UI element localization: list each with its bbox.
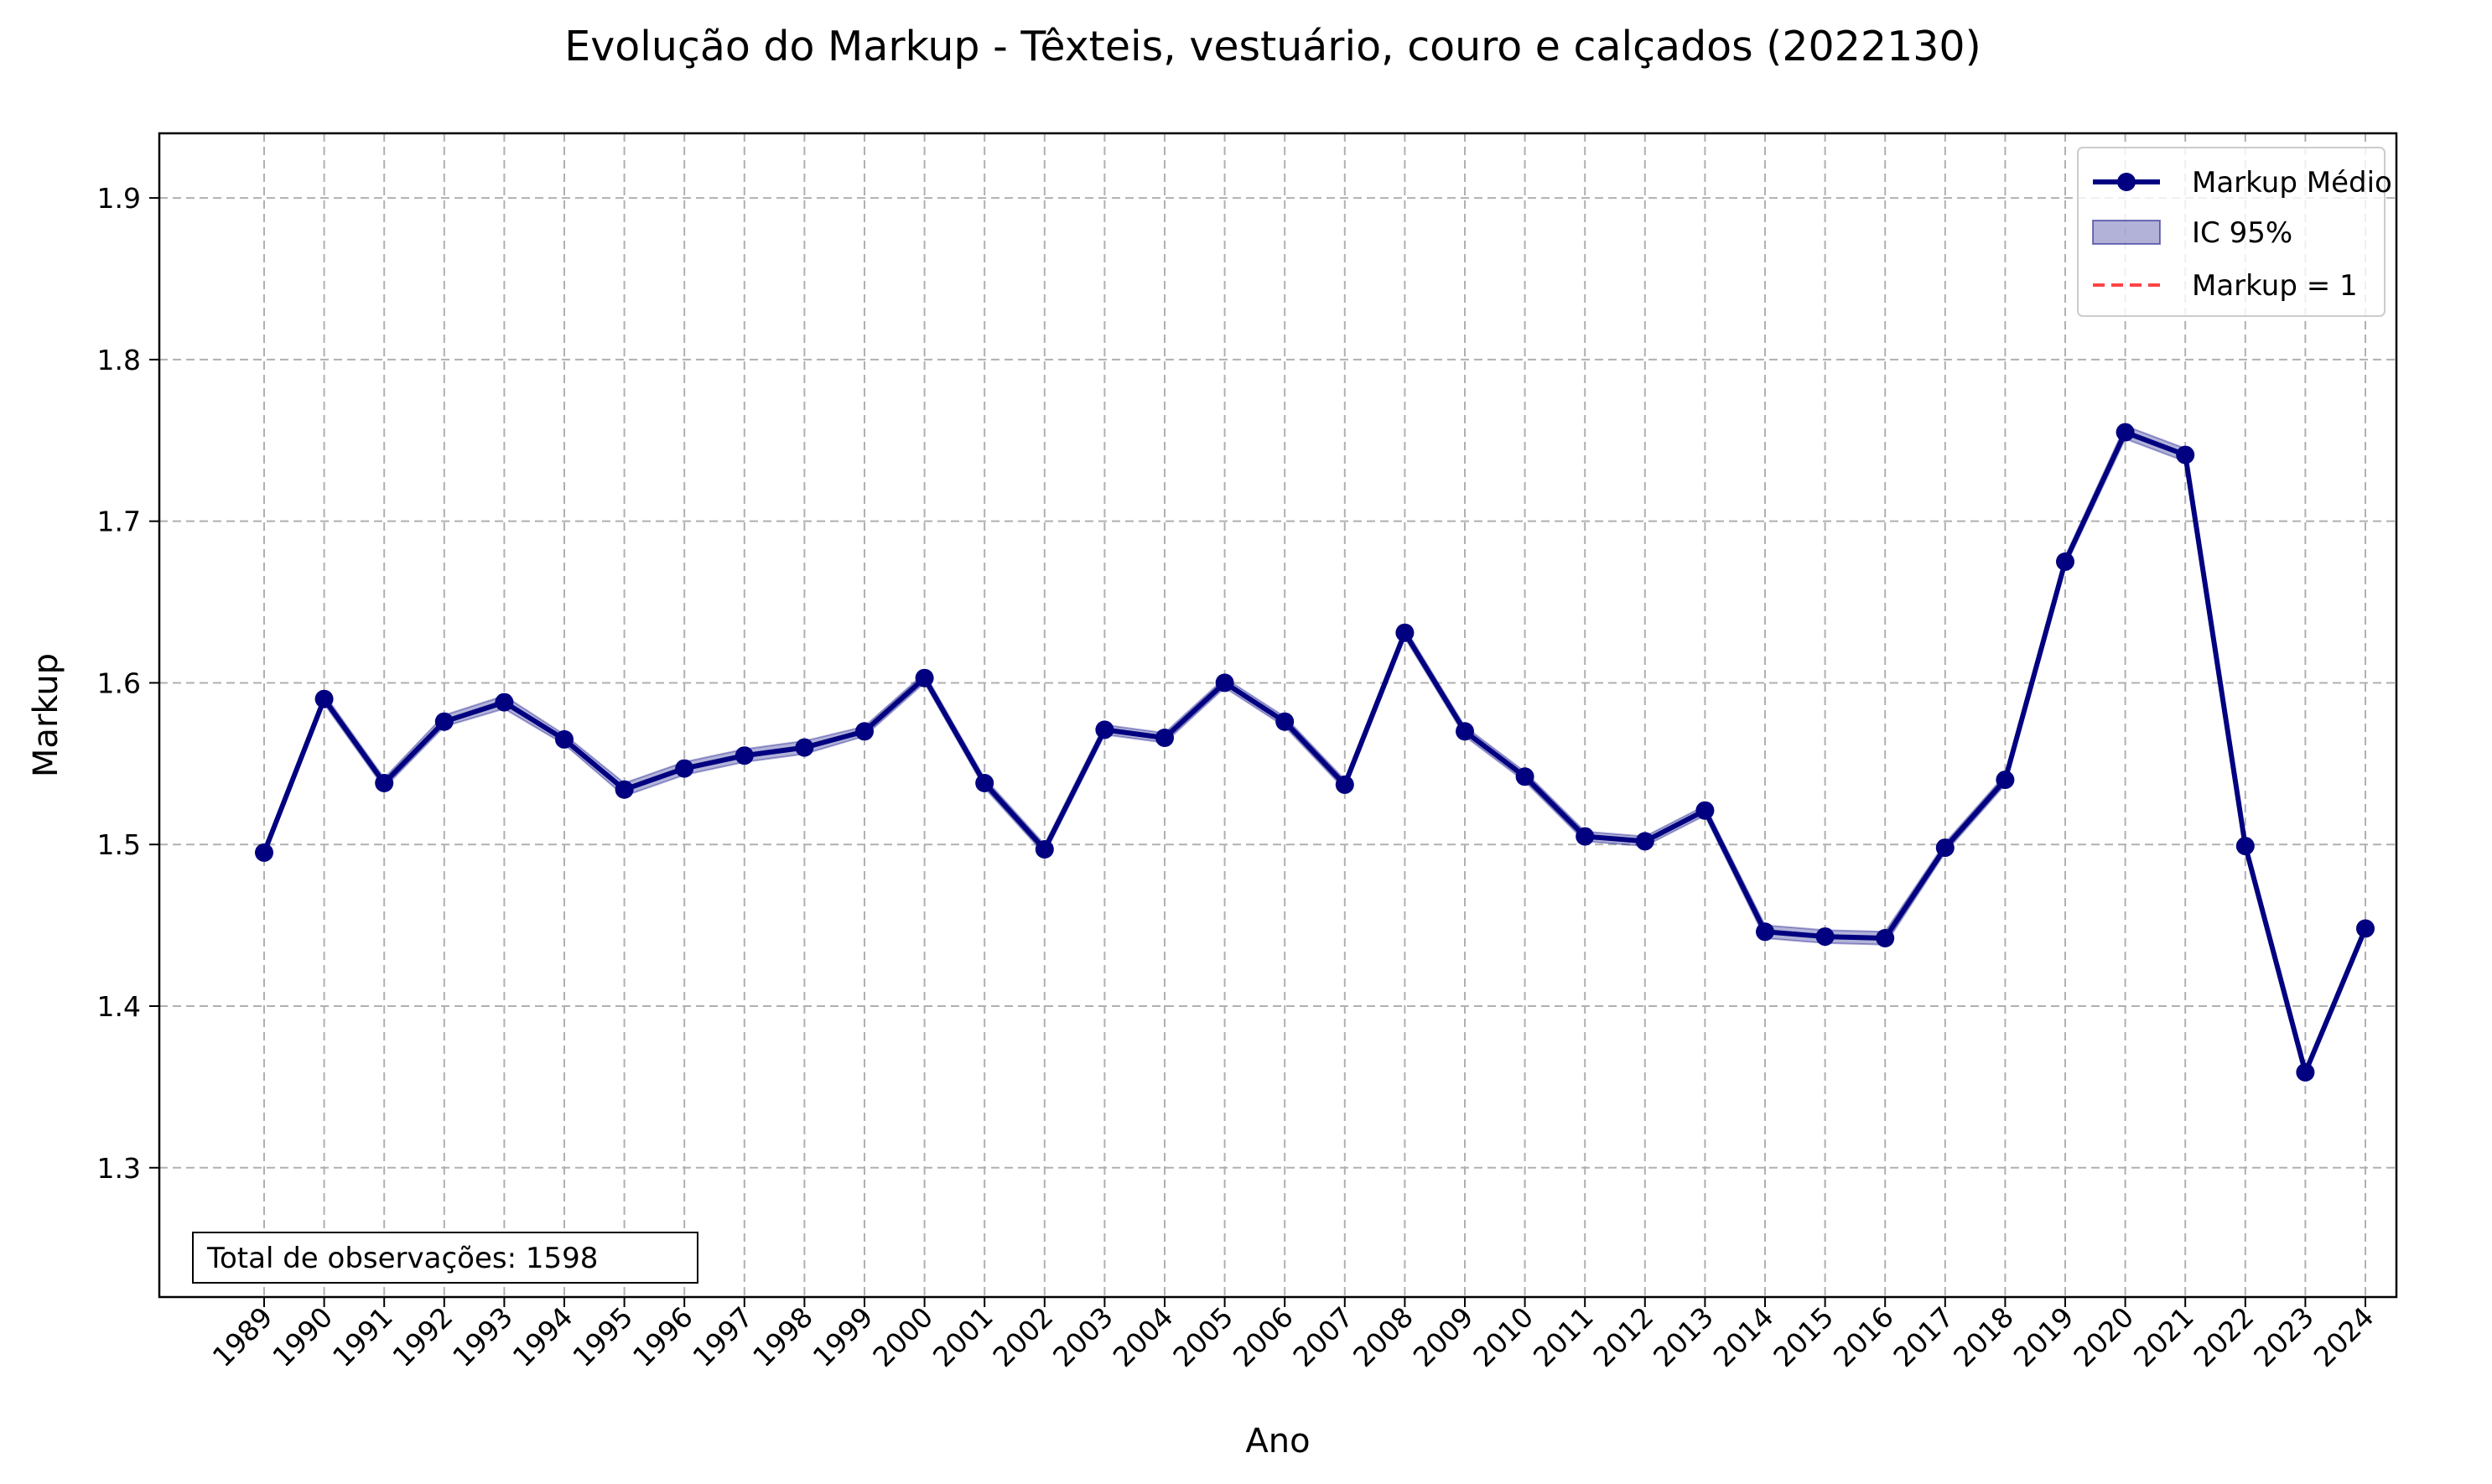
- data-point: [1515, 767, 1534, 786]
- legend-box: [2077, 147, 2386, 317]
- data-point: [1815, 927, 1835, 947]
- data-point: [495, 693, 514, 712]
- legend-ci-swatch: [2092, 220, 2161, 245]
- data-point: [2356, 919, 2375, 938]
- data-point: [1155, 729, 1174, 747]
- data-point: [675, 759, 694, 778]
- legend-label-ic95: IC 95%: [2192, 216, 2292, 250]
- data-point: [1695, 801, 1715, 820]
- series-line-markup-medio: [262, 429, 2368, 1075]
- data-point: [1215, 673, 1234, 693]
- data-point: [1756, 922, 1774, 942]
- data-point: [375, 774, 394, 792]
- data-point: [975, 774, 994, 792]
- data-point: [1035, 840, 1054, 859]
- observations-note: Total de observações: 1598: [192, 1232, 698, 1284]
- data-point: [314, 689, 334, 708]
- observations-box: [192, 1232, 698, 1284]
- data-point: [2235, 837, 2255, 856]
- y-tick-label: 1.8: [97, 344, 141, 376]
- y-tick-label: 1.4: [97, 990, 141, 1023]
- data-point: [795, 738, 814, 757]
- series-markers: [255, 423, 2375, 1082]
- chart-title: Evolução do Markup - Têxteis, vestuário,…: [564, 23, 1981, 70]
- data-point: [915, 668, 934, 688]
- data-point: [2116, 423, 2135, 442]
- y-axis-ticks: 1.3 1.4 1.5 1.6 1.7 1.8 1.9: [97, 182, 159, 1185]
- data-point: [1576, 827, 1595, 846]
- data-point: [735, 746, 754, 765]
- data-point: [555, 729, 574, 749]
- y-tick-label: 1.5: [97, 828, 141, 861]
- data-point: [1456, 722, 1474, 741]
- y-tick-label: 1.3: [97, 1152, 141, 1185]
- y-axis-label: Markup: [27, 653, 65, 777]
- legend-marker-swatch: [2117, 173, 2136, 191]
- data-point: [1395, 623, 1415, 642]
- data-point: [1996, 771, 2015, 790]
- data-point: [1635, 832, 1654, 851]
- data-point: [2296, 1063, 2315, 1082]
- y-tick-label: 1.6: [97, 667, 141, 699]
- data-point: [1876, 929, 1895, 947]
- data-point: [2056, 552, 2074, 571]
- y-tick-label: 1.7: [97, 506, 141, 538]
- y-tick-label: 1.9: [97, 182, 141, 215]
- legend-label-markup-1: Markup = 1: [2192, 269, 2358, 303]
- data-point: [1275, 712, 1295, 731]
- data-point: [1095, 720, 1114, 739]
- legend: Markup Médio IC 95% Markup = 1: [2077, 147, 2392, 317]
- data-point: [615, 780, 634, 799]
- observations-text: Total de observações: 1598: [206, 1242, 598, 1275]
- data-point: [855, 722, 874, 741]
- data-point: [1935, 838, 1955, 858]
- data-point: [434, 712, 454, 731]
- plot-frame: [158, 132, 2398, 1299]
- legend-label-markup-medio: Markup Médio: [2192, 166, 2392, 200]
- x-axis-label: Ano: [1245, 1422, 1310, 1461]
- data-point: [255, 843, 273, 862]
- data-point: [2176, 445, 2195, 464]
- series-lines: [262, 429, 2368, 1075]
- data-point: [1335, 775, 1354, 794]
